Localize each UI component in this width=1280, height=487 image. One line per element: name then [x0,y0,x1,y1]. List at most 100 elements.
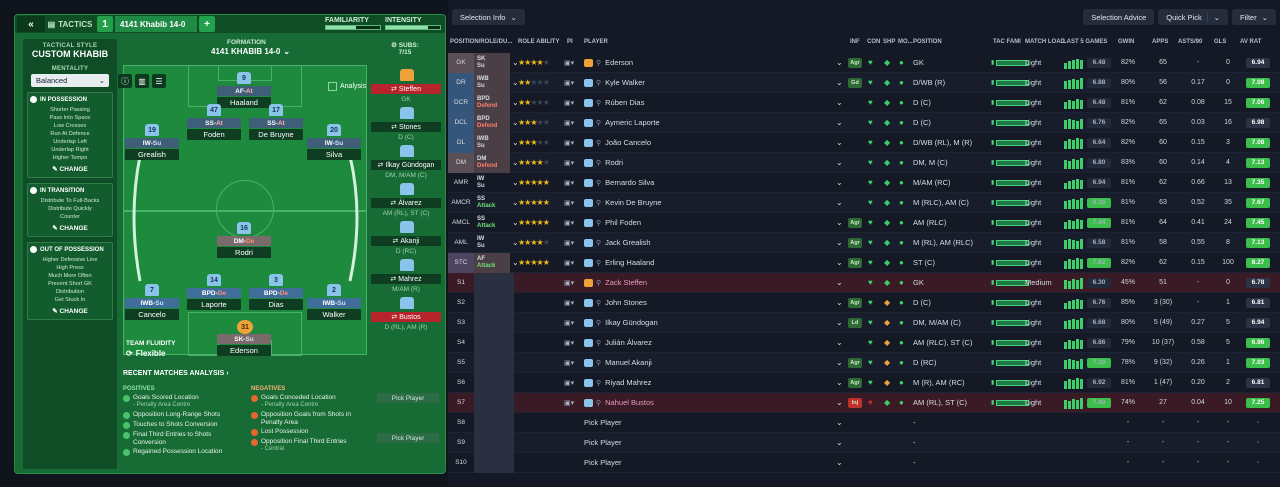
player-cell[interactable]: Pick Player [584,433,622,453]
pick-player-slot[interactable]: Pick Player [377,433,439,443]
player-role[interactable]: BPD - De [249,288,303,298]
back-button[interactable]: « [17,16,45,32]
player-cell[interactable]: ⚲ Bernardo Silva [584,173,654,193]
table-row[interactable]: S2 ▣▾ ⚲ John Stones ⌄ Agr ♥ ◆ ● D (C) ▮ Light 6.76 85… [448,292,1280,313]
chevron-down-icon[interactable]: ⌄ [512,198,519,207]
table-row[interactable]: DM DM Defend ⌄ ★ ★ ★ ★ ★ ▣▾ ⚲ Rodri ⌄ ♥ ◆ ● DM, M (C) ▮ Li… [448,152,1280,173]
col-match-load[interactable]: MATCH LOAD [1025,39,1065,45]
player-dropdown-icon[interactable]: ⌄ [836,278,843,287]
player-dropdown-icon[interactable]: ⌄ [836,398,843,407]
chevron-down-icon[interactable]: ⌄ [512,158,519,167]
table-row[interactable]: AMR IW Su ⌄ ★ ★ ★ ★ ★ ▣▾ ⚲ Bernardo Silva ⌄ ♥ ◆ ● M/AM (… [448,173,1280,193]
player-cell[interactable]: ⚲ Manuel Akanji [584,353,652,373]
player-dropdown-icon[interactable]: ⌄ [836,118,843,127]
player-name[interactable]: Ederson [217,345,271,356]
player-shirt[interactable]: 9 [237,72,251,84]
player-cell[interactable]: ⚲ Zack Steffen [584,273,647,293]
col-gls[interactable]: GLS [1214,39,1227,45]
player-name[interactable]: Laporte [187,299,241,310]
player-dropdown-icon[interactable]: ⌄ [836,458,843,467]
col-con[interactable]: CON [867,39,881,45]
player-role[interactable]: IW - Su [307,138,361,148]
player-cell[interactable]: ⚲ Nahuel Bustos [584,393,654,413]
chevron-down-icon[interactable]: ⌄ [512,258,519,267]
chevron-down-icon[interactable]: ⌄ [512,138,519,147]
player-shirt[interactable]: 3 [269,274,283,286]
player-instructions-icon[interactable]: ▣▾ [564,219,575,227]
change-button[interactable]: ✎ CHANGE [30,224,110,232]
role-duty-selector[interactable]: IW Su [474,233,510,253]
chevron-down-icon[interactable]: ⌄ [512,178,519,187]
player-cell[interactable]: ⚲ Kyle Walker [584,73,645,93]
player-name[interactable]: Walker [307,309,361,320]
player-name[interactable]: Dias [249,299,303,310]
selection-advice-button[interactable]: Selection Advice [1083,9,1155,25]
player-cell[interactable]: ⚲ Aymeric Laporte [584,113,660,133]
player-instructions-icon[interactable]: ▣▾ [564,119,575,127]
role-duty-selector[interactable]: SS Attack [474,193,510,213]
tab-tactics[interactable]: ▤ TACTICS [45,16,95,32]
sub-slot[interactable]: ⇄ Álvarez AM (RL), ST (C) [371,175,441,217]
col-mo[interactable]: MO... [898,39,913,45]
col-avrat[interactable]: AV RAT [1240,39,1262,45]
col-position[interactable]: POSITION [913,39,942,45]
player-dropdown-icon[interactable]: ⌄ [836,258,843,267]
sub-slot[interactable]: ⇄ Steffen GK [371,61,441,103]
pick-player-slot[interactable]: Pick Player [377,393,439,403]
player-instructions-icon[interactable]: ▣▾ [564,379,575,387]
player-role[interactable]: BPD - De [187,288,241,298]
player-cell[interactable]: Pick Player [584,413,622,433]
player-cell[interactable]: ⚲ Rúben Dias [584,93,644,113]
filter-button[interactable]: Filter ⌄ [1232,9,1276,25]
player-shirt[interactable]: 19 [145,124,159,136]
table-row[interactable]: DR IWB Su ⌄ ★ ★ ★ ★ ★ ▣▾ ⚲ Kyle Walker ⌄ Gd ♥ ◆ ● D/WB (R… [448,72,1280,93]
table-row[interactable]: DL IWB Su ⌄ ★ ★ ★ ★ ★ ▣▾ ⚲ João Cancelo ⌄ ♥ ◆ ● D/WB (RL… [448,132,1280,153]
table-row[interactable]: S4 ▣▾ ⚲ Julián Álvarez ⌄ ♥ ◆ ● AM (RLC), ST (C) ▮… [448,332,1280,353]
chevron-down-icon[interactable]: ⌄ [512,98,519,107]
player-cell[interactable]: ⚲ João Cancelo [584,133,651,153]
player-role[interactable]: DM - De [217,236,271,246]
player-cell[interactable]: ⚲ Ilkay Gündogan [584,313,658,333]
player-instructions-icon[interactable]: ▣▾ [564,359,575,367]
table-row[interactable]: DCL BPD Defend ⌄ ★ ★ ★ ★ ★ ▣▾ ⚲ Aymeric Laporte ⌄ ♥ ◆ ●… [448,112,1280,133]
role-duty-selector[interactable]: IW Su [474,173,510,193]
table-row[interactable]: S5 ▣▾ ⚲ Manuel Akanji ⌄ Agr ♥ ◆ ● D (RC) ▮ Light 7.1… [448,352,1280,373]
table-row[interactable]: S1 ▣▾ ⚲ Zack Steffen ⌄ ♥ ◆ ● GK ▮ Medium 6.30 45% 51 -… [448,272,1280,293]
player-name[interactable]: Foden [187,129,241,140]
col-asts90[interactable]: ASTS/90 [1178,39,1203,45]
role-duty-selector[interactable]: SS Attack [474,213,510,233]
add-tactic-button[interactable]: + [199,16,215,32]
quick-pick-button[interactable]: Quick Pick ⌄ [1158,9,1229,25]
table-row[interactable]: S9 Pick Player ⌄ - - - - - - [448,432,1280,453]
player-dropdown-icon[interactable]: ⌄ [836,218,843,227]
table-row[interactable]: S6 ▣▾ ⚲ Riyad Mahrez ⌄ Agr ♥ ◆ ● M (R), AM (RC) ▮ L… [448,372,1280,393]
table-row[interactable]: AML IW Su ⌄ ★ ★ ★ ★ ★ ▣▾ ⚲ Jack Grealish ⌄ Agr ♥ ◆ ● M (R… [448,233,1280,253]
player-role[interactable]: SK - Su [217,334,271,344]
player-role[interactable]: AF - At [217,86,271,96]
player-role[interactable]: IW - Su [125,138,179,148]
player-name[interactable]: De Bruyne [249,129,303,140]
role-duty-selector[interactable]: IWB Su [474,72,510,93]
col-last5[interactable]: LAST 5 GAMES [1063,39,1108,45]
player-shirt[interactable]: 20 [327,124,341,136]
tactic-name-selector[interactable]: 4141 Khabib 14-0 [115,16,197,32]
player-dropdown-icon[interactable]: ⌄ [836,158,843,167]
player-cell[interactable]: ⚲ Ederson [584,53,633,73]
player-instructions-icon[interactable]: ▣▾ [564,399,575,407]
player-instructions-icon[interactable]: ▣▾ [564,199,575,207]
role-duty-selector[interactable]: IWB Su [474,132,510,153]
formation-name-selector[interactable]: 4141 KHABIB 14-0 ⌄ [211,47,290,56]
player-instructions-icon[interactable]: ▣▾ [564,99,575,107]
role-duty-selector[interactable]: BPD Defend [474,112,510,133]
player-dropdown-icon[interactable]: ⌄ [836,298,843,307]
player-dropdown-icon[interactable]: ⌄ [836,178,843,187]
player-shirt[interactable]: 14 [207,274,221,286]
player-instructions-icon[interactable]: ▣▾ [564,79,575,87]
player-dropdown-icon[interactable]: ⌄ [836,98,843,107]
analysis-toggle[interactable]: Analysis [328,80,366,92]
player-cell[interactable]: ⚲ Jack Grealish [584,233,651,253]
table-row[interactable]: AMCL SS Attack ⌄ ★ ★ ★ ★ ★ ▣▾ ⚲ Phil Foden ⌄ Agr ♥ ◆ ● AM… [448,213,1280,233]
sub-slot[interactable]: ⇄ Mahrez M/AM (R) [371,251,441,293]
role-duty-selector[interactable]: SK Su [474,52,510,73]
change-button[interactable]: ✎ CHANGE [30,165,110,173]
